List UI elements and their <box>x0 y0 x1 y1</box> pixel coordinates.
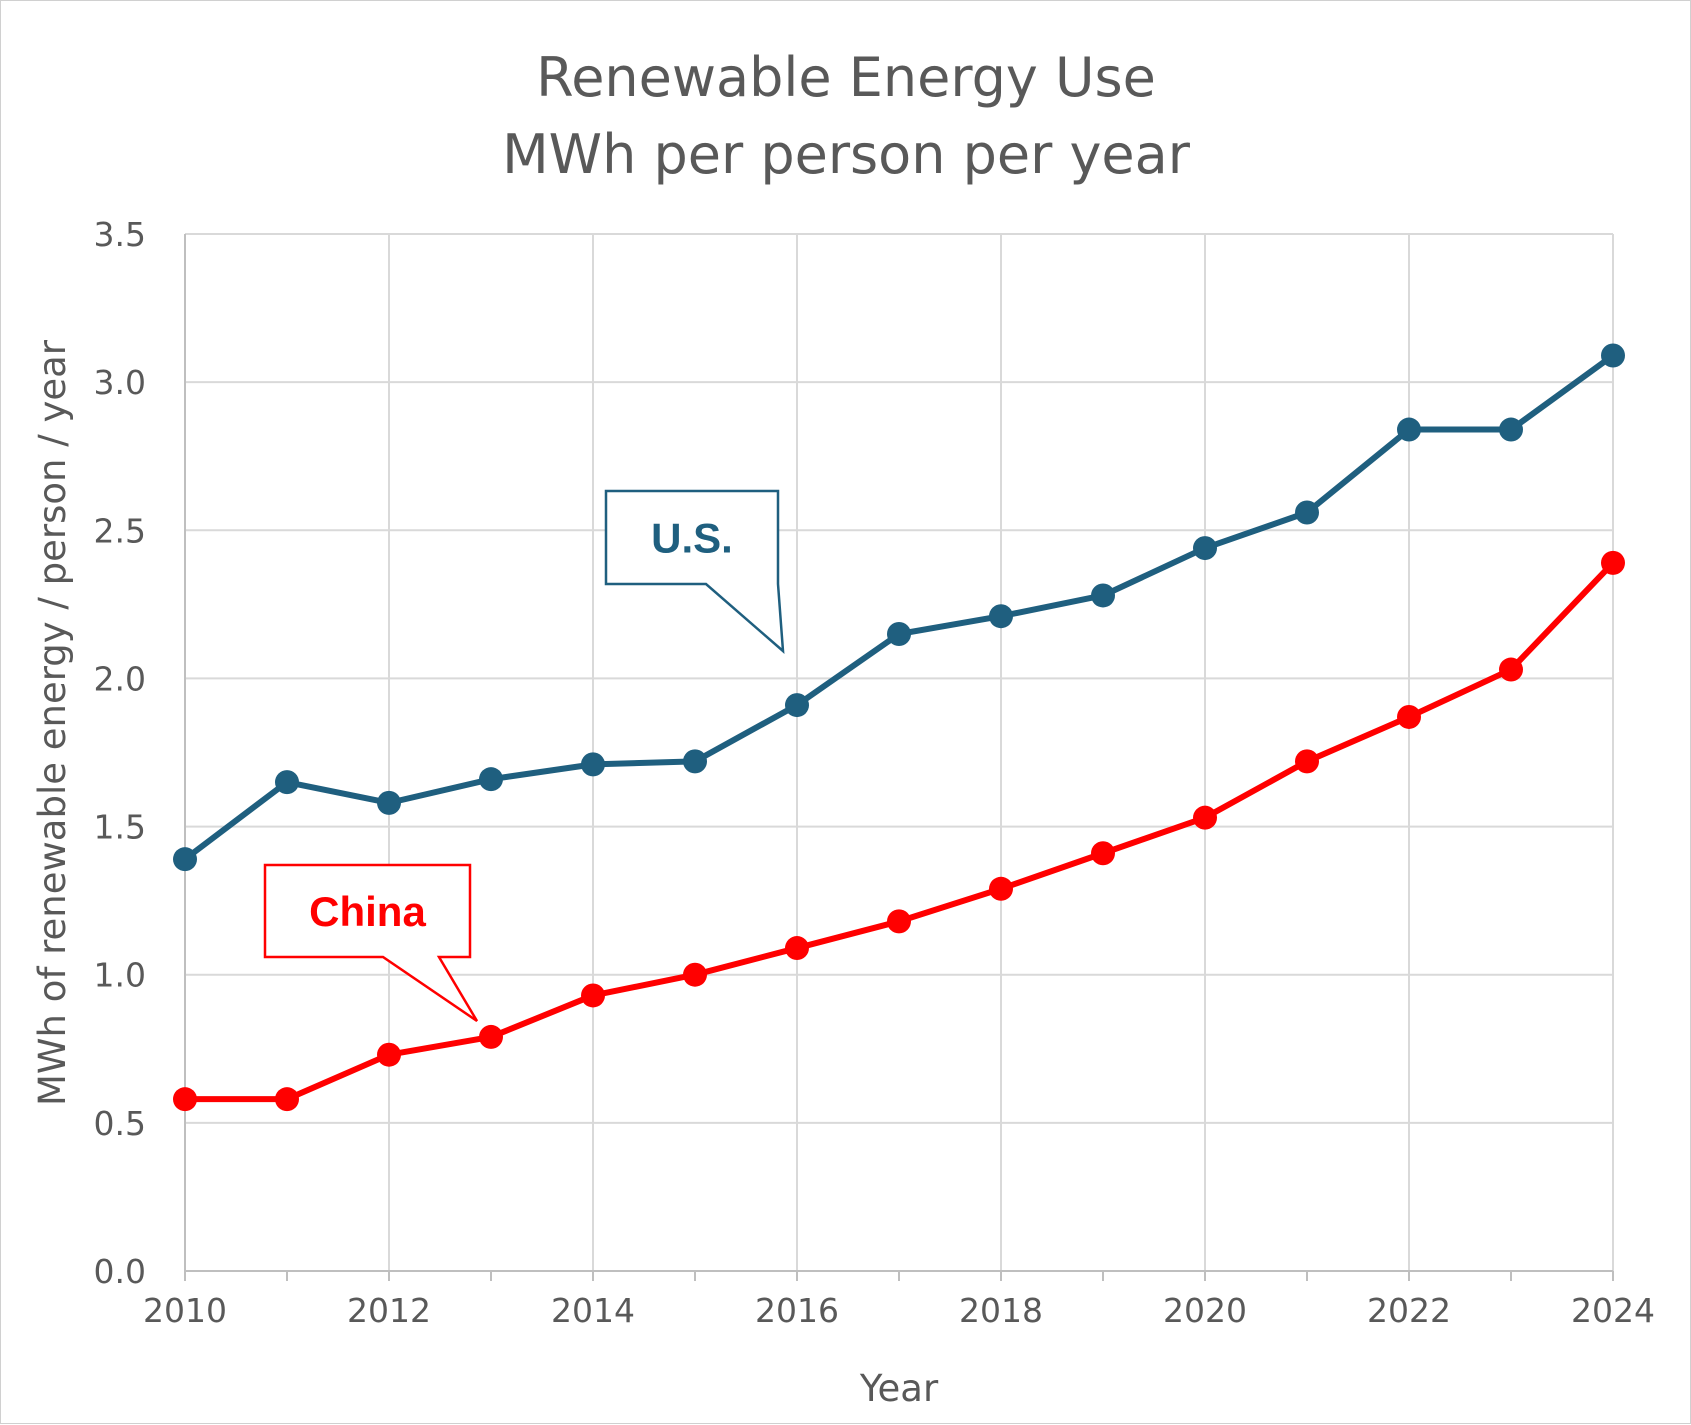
data-point-china <box>1397 704 1421 729</box>
data-point-u-s <box>1193 536 1217 561</box>
data-point-china <box>1499 657 1523 682</box>
data-point-u-s <box>581 752 605 777</box>
data-point-china <box>989 876 1013 901</box>
data-point-u-s <box>275 770 299 795</box>
y-tick-label: 3.5 <box>94 215 146 254</box>
data-point-u-s <box>683 749 707 774</box>
x-tick-label: 2016 <box>755 1291 839 1330</box>
y-tick-label: 2.5 <box>94 511 146 550</box>
data-point-u-s <box>479 767 503 792</box>
data-point-u-s <box>1295 500 1319 525</box>
x-tick-label: 2022 <box>1367 1291 1451 1330</box>
tick-labels: 0.0 0.5 1.0 1.5 2.0 2.5 3.0 3.5 2010 2012 2014 2016… <box>94 215 1655 1330</box>
chart-title: Renewable Energy Use <box>536 46 1156 109</box>
x-tick-label: 2020 <box>1163 1291 1247 1330</box>
chart-subtitle: MWh per person per year <box>502 123 1191 186</box>
y-tick-label: 1.0 <box>94 956 146 995</box>
data-point-china <box>1295 749 1319 774</box>
data-point-china <box>683 962 707 987</box>
y-tick-label: 0.0 <box>94 1252 146 1291</box>
data-point-china <box>275 1087 299 1112</box>
data-point-china <box>785 936 809 961</box>
data-point-u-s <box>1397 417 1421 442</box>
y-tick-label: 2.0 <box>94 659 146 698</box>
callout-box-u-s <box>604 489 785 654</box>
callouts: U.S. China <box>263 489 785 1023</box>
x-axis-title: Year <box>859 1367 939 1410</box>
data-point-u-s <box>989 604 1013 629</box>
data-point-u-s <box>785 693 809 718</box>
x-tick-label: 2012 <box>347 1291 431 1330</box>
x-tick-label: 2014 <box>551 1291 635 1330</box>
x-tick-label: 2010 <box>143 1291 227 1330</box>
data-point-china <box>1601 550 1625 575</box>
x-tick-label: 2018 <box>959 1291 1043 1330</box>
data-point-china <box>1091 841 1115 866</box>
data-point-china <box>887 909 911 934</box>
data-point-china <box>581 983 605 1008</box>
y-tick-label: 1.5 <box>94 808 146 847</box>
callout-label-u-s: U.S. <box>651 515 733 562</box>
data-point-u-s <box>1499 417 1523 442</box>
data-point-china <box>377 1042 401 1067</box>
data-point-china <box>1193 805 1217 830</box>
y-tick-label: 3.0 <box>94 363 146 402</box>
data-point-u-s <box>887 621 911 646</box>
data-point-u-s <box>1601 343 1625 368</box>
data-point-u-s <box>1091 583 1115 608</box>
y-tick-label: 0.5 <box>94 1104 146 1143</box>
callout-label-china: China <box>309 888 426 935</box>
data-point-china <box>479 1024 503 1049</box>
data-point-china <box>173 1087 197 1112</box>
data-series <box>173 343 1625 1112</box>
data-point-u-s <box>377 790 401 815</box>
grid-lines <box>185 233 1614 1271</box>
y-axis-title: MWh of renewable energy / person / year <box>31 339 74 1106</box>
x-tick-label: 2024 <box>1571 1291 1655 1330</box>
data-point-u-s <box>173 847 197 872</box>
axes <box>184 234 1614 1281</box>
callout-box-china <box>263 863 479 1023</box>
